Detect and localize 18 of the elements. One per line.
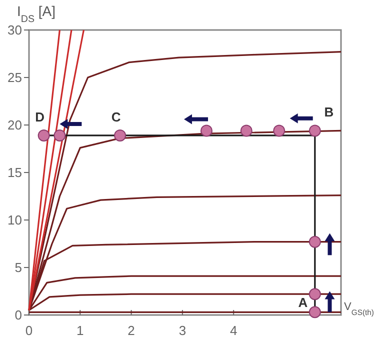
- y-tick-label: 0: [14, 308, 22, 323]
- y-tick-label: 20: [8, 118, 22, 133]
- y-tick-label: 15: [8, 165, 22, 180]
- x-tick-label: 2: [128, 323, 135, 338]
- annotation: V$_{GS(th)}$: [344, 301, 374, 317]
- annotation: B: [324, 104, 334, 120]
- annotation: C: [111, 109, 122, 124]
- y-tick-label: 10: [8, 212, 22, 228]
- x-tick-label: 4: [230, 323, 238, 338]
- x-tick-label: 1: [76, 323, 84, 338]
- y-axis-title: I$_{DS}$ [A]: [17, 3, 56, 24]
- x-tick-label: 0: [25, 323, 33, 338]
- annotation: A: [298, 295, 308, 310]
- x-tick-label: 3: [178, 323, 186, 338]
- annotation: D: [35, 109, 45, 124]
- y-tick-label: 5: [14, 260, 22, 276]
- y-tick-label: 30: [8, 22, 22, 38]
- y-tick-label: 25: [8, 70, 22, 86]
